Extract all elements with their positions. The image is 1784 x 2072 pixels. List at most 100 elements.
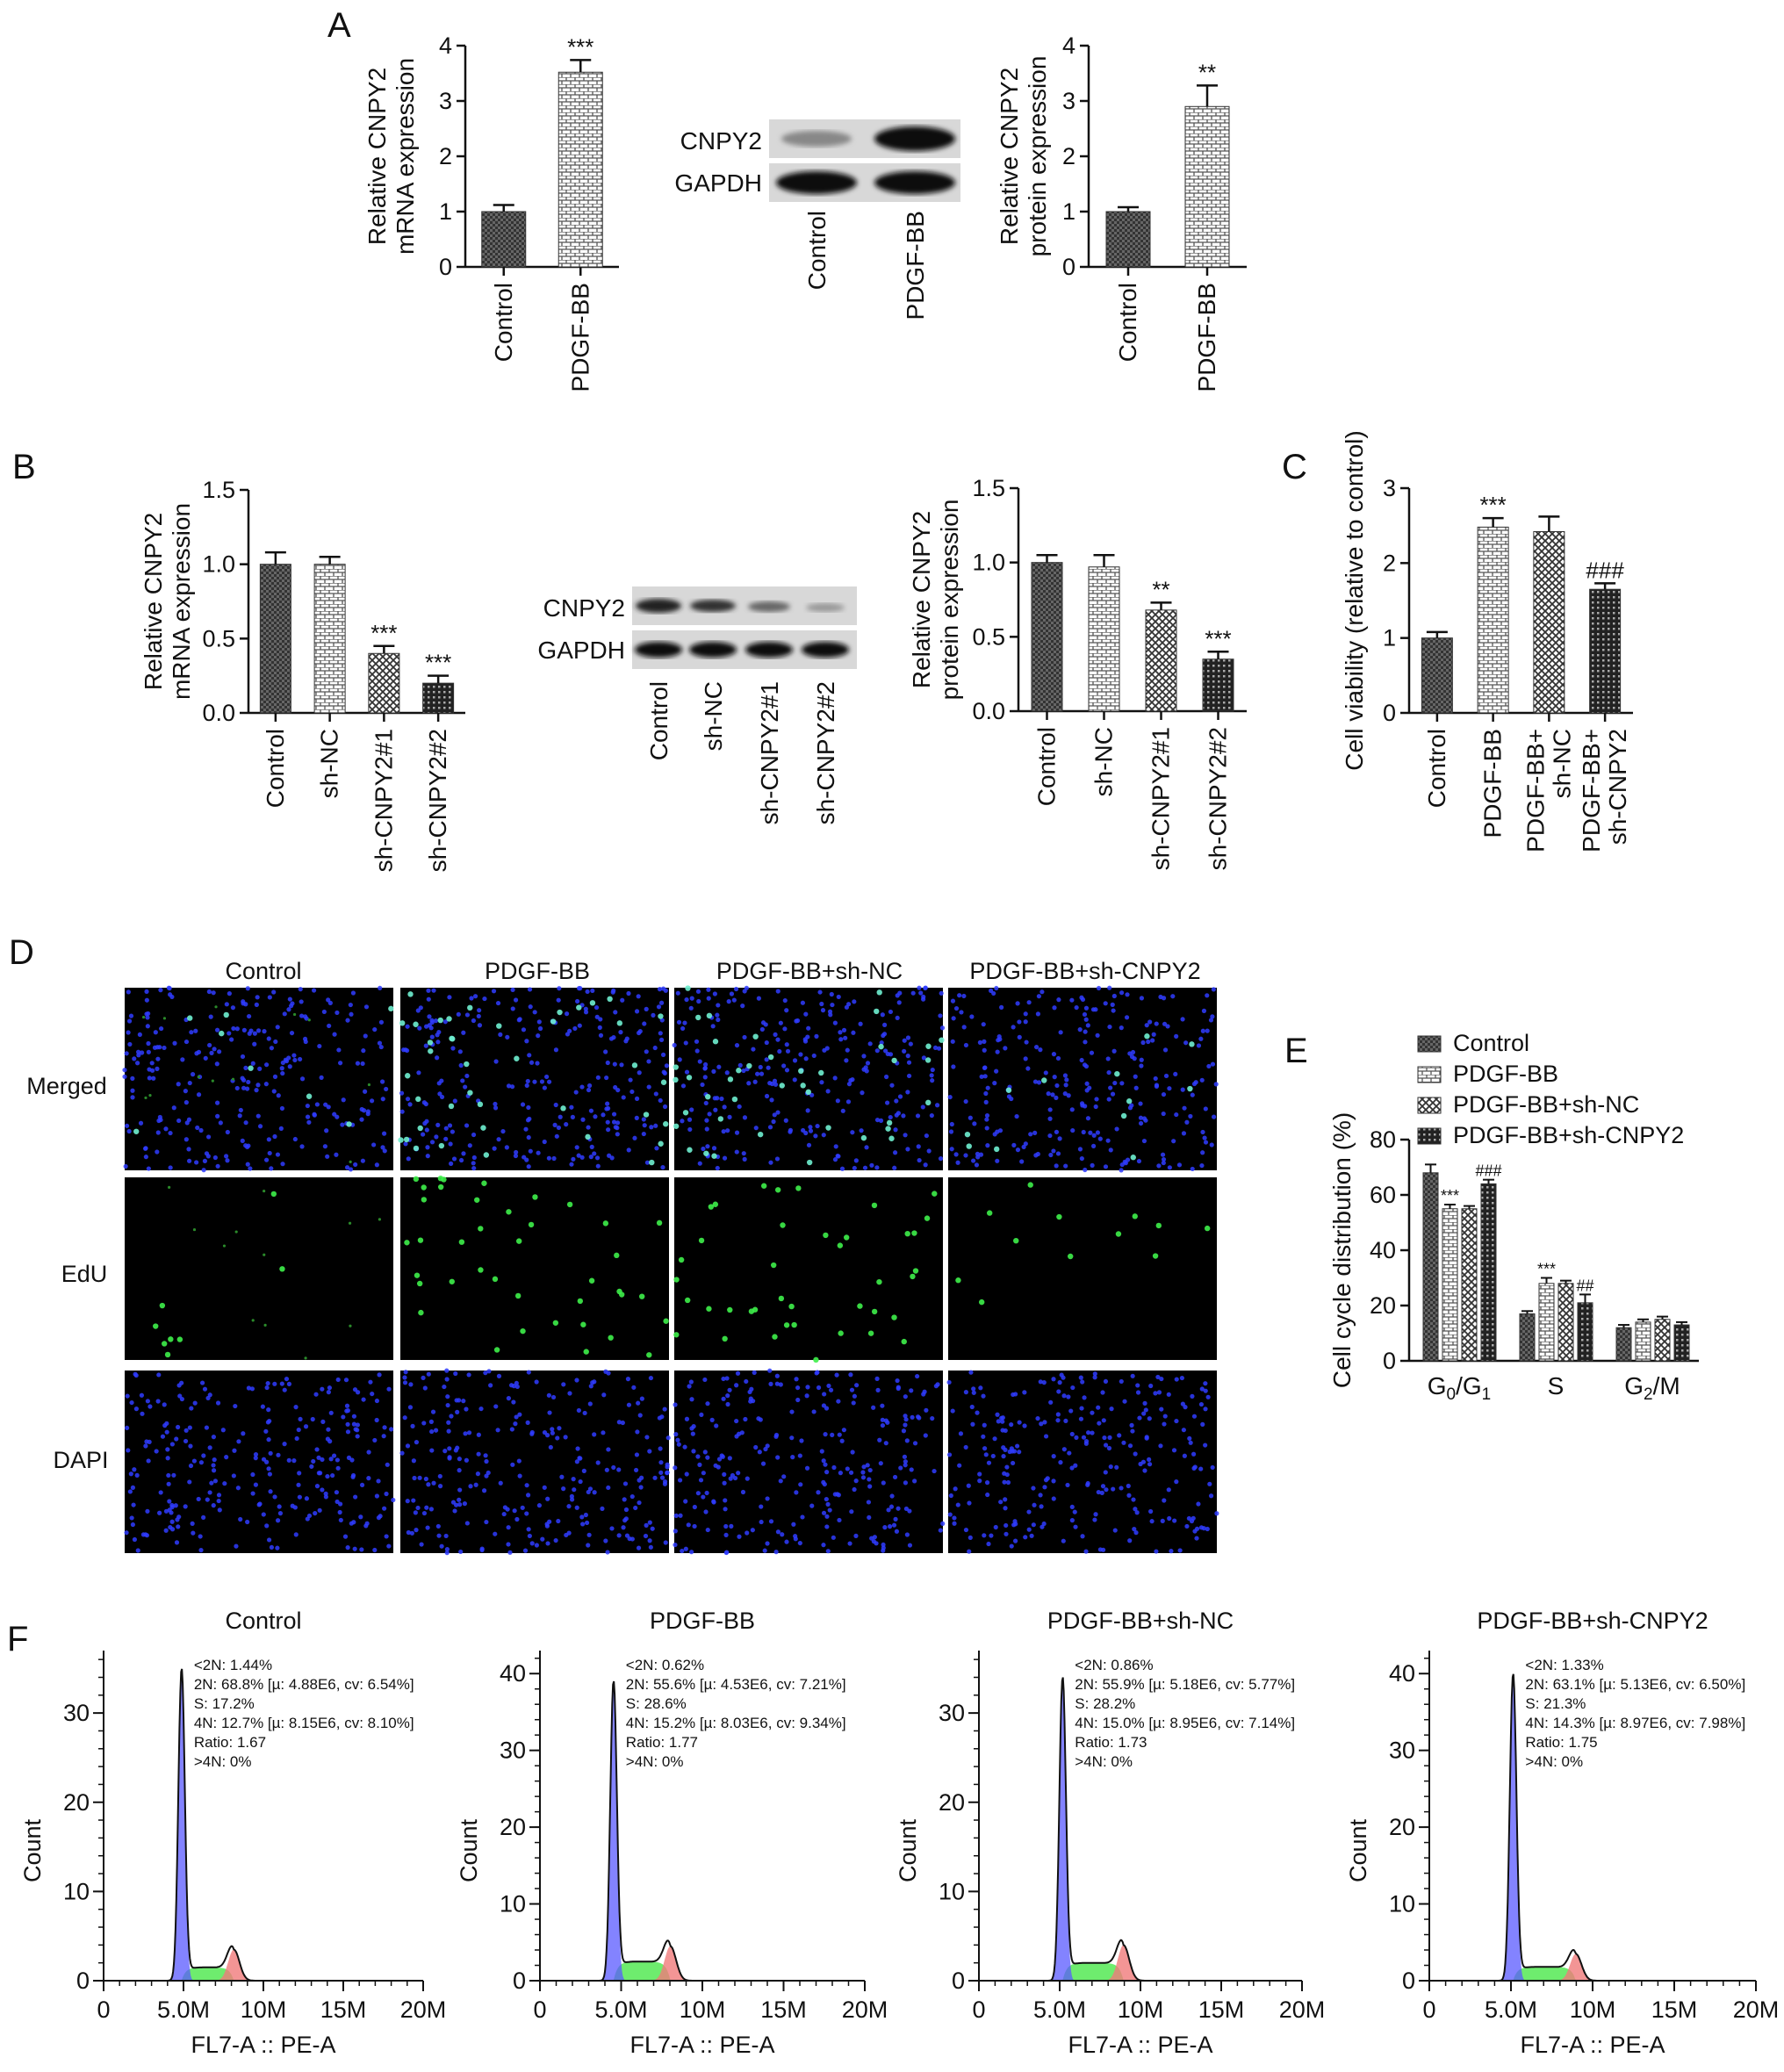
nucleus-dot xyxy=(957,1463,962,1468)
y-axis-label: Relative CNPY2 xyxy=(140,513,167,690)
edu-dot xyxy=(770,1262,777,1269)
nucleus-dot xyxy=(1035,1415,1040,1421)
edu-dot xyxy=(910,1273,916,1280)
nucleus-dot xyxy=(695,1454,701,1459)
edu-dot xyxy=(857,1303,863,1309)
nucleus-dot xyxy=(522,1548,529,1553)
nucleus-dot xyxy=(739,1430,745,1435)
nucleus-dot xyxy=(737,1534,742,1539)
nucleus-dot xyxy=(835,1098,840,1104)
nucleus-dot xyxy=(457,1502,463,1507)
nucleus-dot xyxy=(586,1083,593,1089)
nucleus-dot xyxy=(691,1424,696,1429)
nucleus-dot xyxy=(970,1421,975,1427)
nucleus-dot xyxy=(286,1381,292,1386)
nucleus-dot xyxy=(421,1100,427,1105)
nucleus-dot xyxy=(637,1478,642,1483)
nucleus-dot xyxy=(471,1161,476,1166)
nucleus-dot xyxy=(575,998,580,1004)
nucleus-dot xyxy=(551,1155,557,1162)
y-tick-label: 0 xyxy=(1402,1968,1415,1994)
nucleus-dot xyxy=(747,1389,752,1395)
nucleus-dot xyxy=(1106,1069,1111,1076)
nucleus-dot xyxy=(1051,1377,1056,1382)
edu-dot xyxy=(418,1309,424,1316)
nucleus-dot xyxy=(1177,1548,1183,1553)
nucleus-dot xyxy=(528,1148,533,1154)
edu-dot xyxy=(1189,1041,1195,1047)
nucleus-dot xyxy=(410,1423,415,1428)
nucleus-dot xyxy=(635,1429,640,1435)
nucleus-dot xyxy=(860,1090,865,1096)
significance-label: *** xyxy=(1441,1187,1459,1205)
edu-dot xyxy=(795,1185,802,1191)
edu-dot xyxy=(557,1009,563,1016)
nucleus-dot xyxy=(190,1072,196,1077)
nucleus-dot xyxy=(984,1112,990,1119)
nucleus-dot xyxy=(1190,1092,1195,1097)
edu-dot xyxy=(192,1227,197,1232)
nucleus-dot xyxy=(854,1383,860,1388)
nucleus-dot xyxy=(642,1123,647,1128)
y-axis-label: Cell viability (relative to control) xyxy=(1341,430,1368,770)
nucleus-dot xyxy=(722,1471,727,1477)
nucleus-dot xyxy=(949,1121,954,1127)
nucleus-dot xyxy=(569,1493,574,1499)
nucleus-dot xyxy=(735,1371,741,1376)
nucleus-dot xyxy=(1160,1152,1166,1157)
nucleus-dot xyxy=(205,1134,212,1140)
nucleus-dot xyxy=(135,1548,140,1553)
significance-label: ## xyxy=(1576,1277,1593,1294)
x-tick-label: 15M xyxy=(1198,1996,1245,2023)
nucleus-dot xyxy=(571,1477,576,1482)
nucleus-dot xyxy=(1080,1534,1085,1539)
edu-dot xyxy=(428,1048,434,1054)
nucleus-dot xyxy=(1041,1521,1047,1527)
nucleus-dot xyxy=(451,1156,457,1162)
nucleus-dot xyxy=(702,1377,708,1383)
nucleus-dot xyxy=(199,1380,205,1385)
nucleus-dot xyxy=(253,1456,258,1461)
nucleus-dot xyxy=(1214,1511,1219,1516)
bar xyxy=(1461,1208,1478,1362)
nucleus-dot xyxy=(402,1415,407,1421)
significance-label: ### xyxy=(1586,557,1624,583)
y-tick-label: 0.5 xyxy=(972,623,1005,650)
nucleus-dot xyxy=(536,1019,542,1025)
nucleus-dot xyxy=(352,1546,357,1551)
nucleus-dot xyxy=(605,1060,610,1066)
nucleus-dot xyxy=(646,1084,651,1090)
panel-label-e: E xyxy=(1284,1032,1308,1070)
nucleus-dot xyxy=(629,1493,635,1500)
nucleus-dot xyxy=(634,1096,640,1101)
x-tick-label: 15M xyxy=(320,1996,367,2023)
nucleus-dot xyxy=(1106,1097,1111,1102)
nucleus-dot xyxy=(989,1533,994,1538)
nucleus-dot xyxy=(1127,1443,1133,1449)
nucleus-dot xyxy=(723,1523,729,1529)
nucleus-dot xyxy=(128,1471,133,1477)
nucleus-dot xyxy=(677,1057,682,1062)
nucleus-dot xyxy=(722,1104,727,1110)
nucleus-dot xyxy=(1003,1506,1008,1511)
nucleus-dot xyxy=(644,1006,649,1011)
nucleus-dot xyxy=(211,990,216,996)
nucleus-dot xyxy=(135,1049,141,1054)
nucleus-dot xyxy=(710,1024,716,1029)
nucleus-dot xyxy=(569,1104,574,1110)
nucleus-dot xyxy=(1167,1086,1172,1091)
edu-dot xyxy=(467,1004,473,1011)
blot-band xyxy=(781,131,852,147)
nucleus-dot xyxy=(1100,1547,1106,1552)
nucleus-dot xyxy=(1039,1421,1044,1427)
nucleus-dot xyxy=(1138,1120,1144,1126)
y-tick-label: 0.0 xyxy=(972,698,1005,724)
nucleus-dot xyxy=(660,1052,666,1057)
y-tick-label: 0.0 xyxy=(202,700,235,726)
nucleus-dot xyxy=(1062,1091,1068,1097)
nucleus-dot xyxy=(352,1387,358,1392)
nucleus-dot xyxy=(903,1506,909,1512)
nucleus-dot xyxy=(1187,1435,1192,1442)
nucleus-dot xyxy=(449,1414,454,1419)
nucleus-dot xyxy=(382,1506,387,1511)
